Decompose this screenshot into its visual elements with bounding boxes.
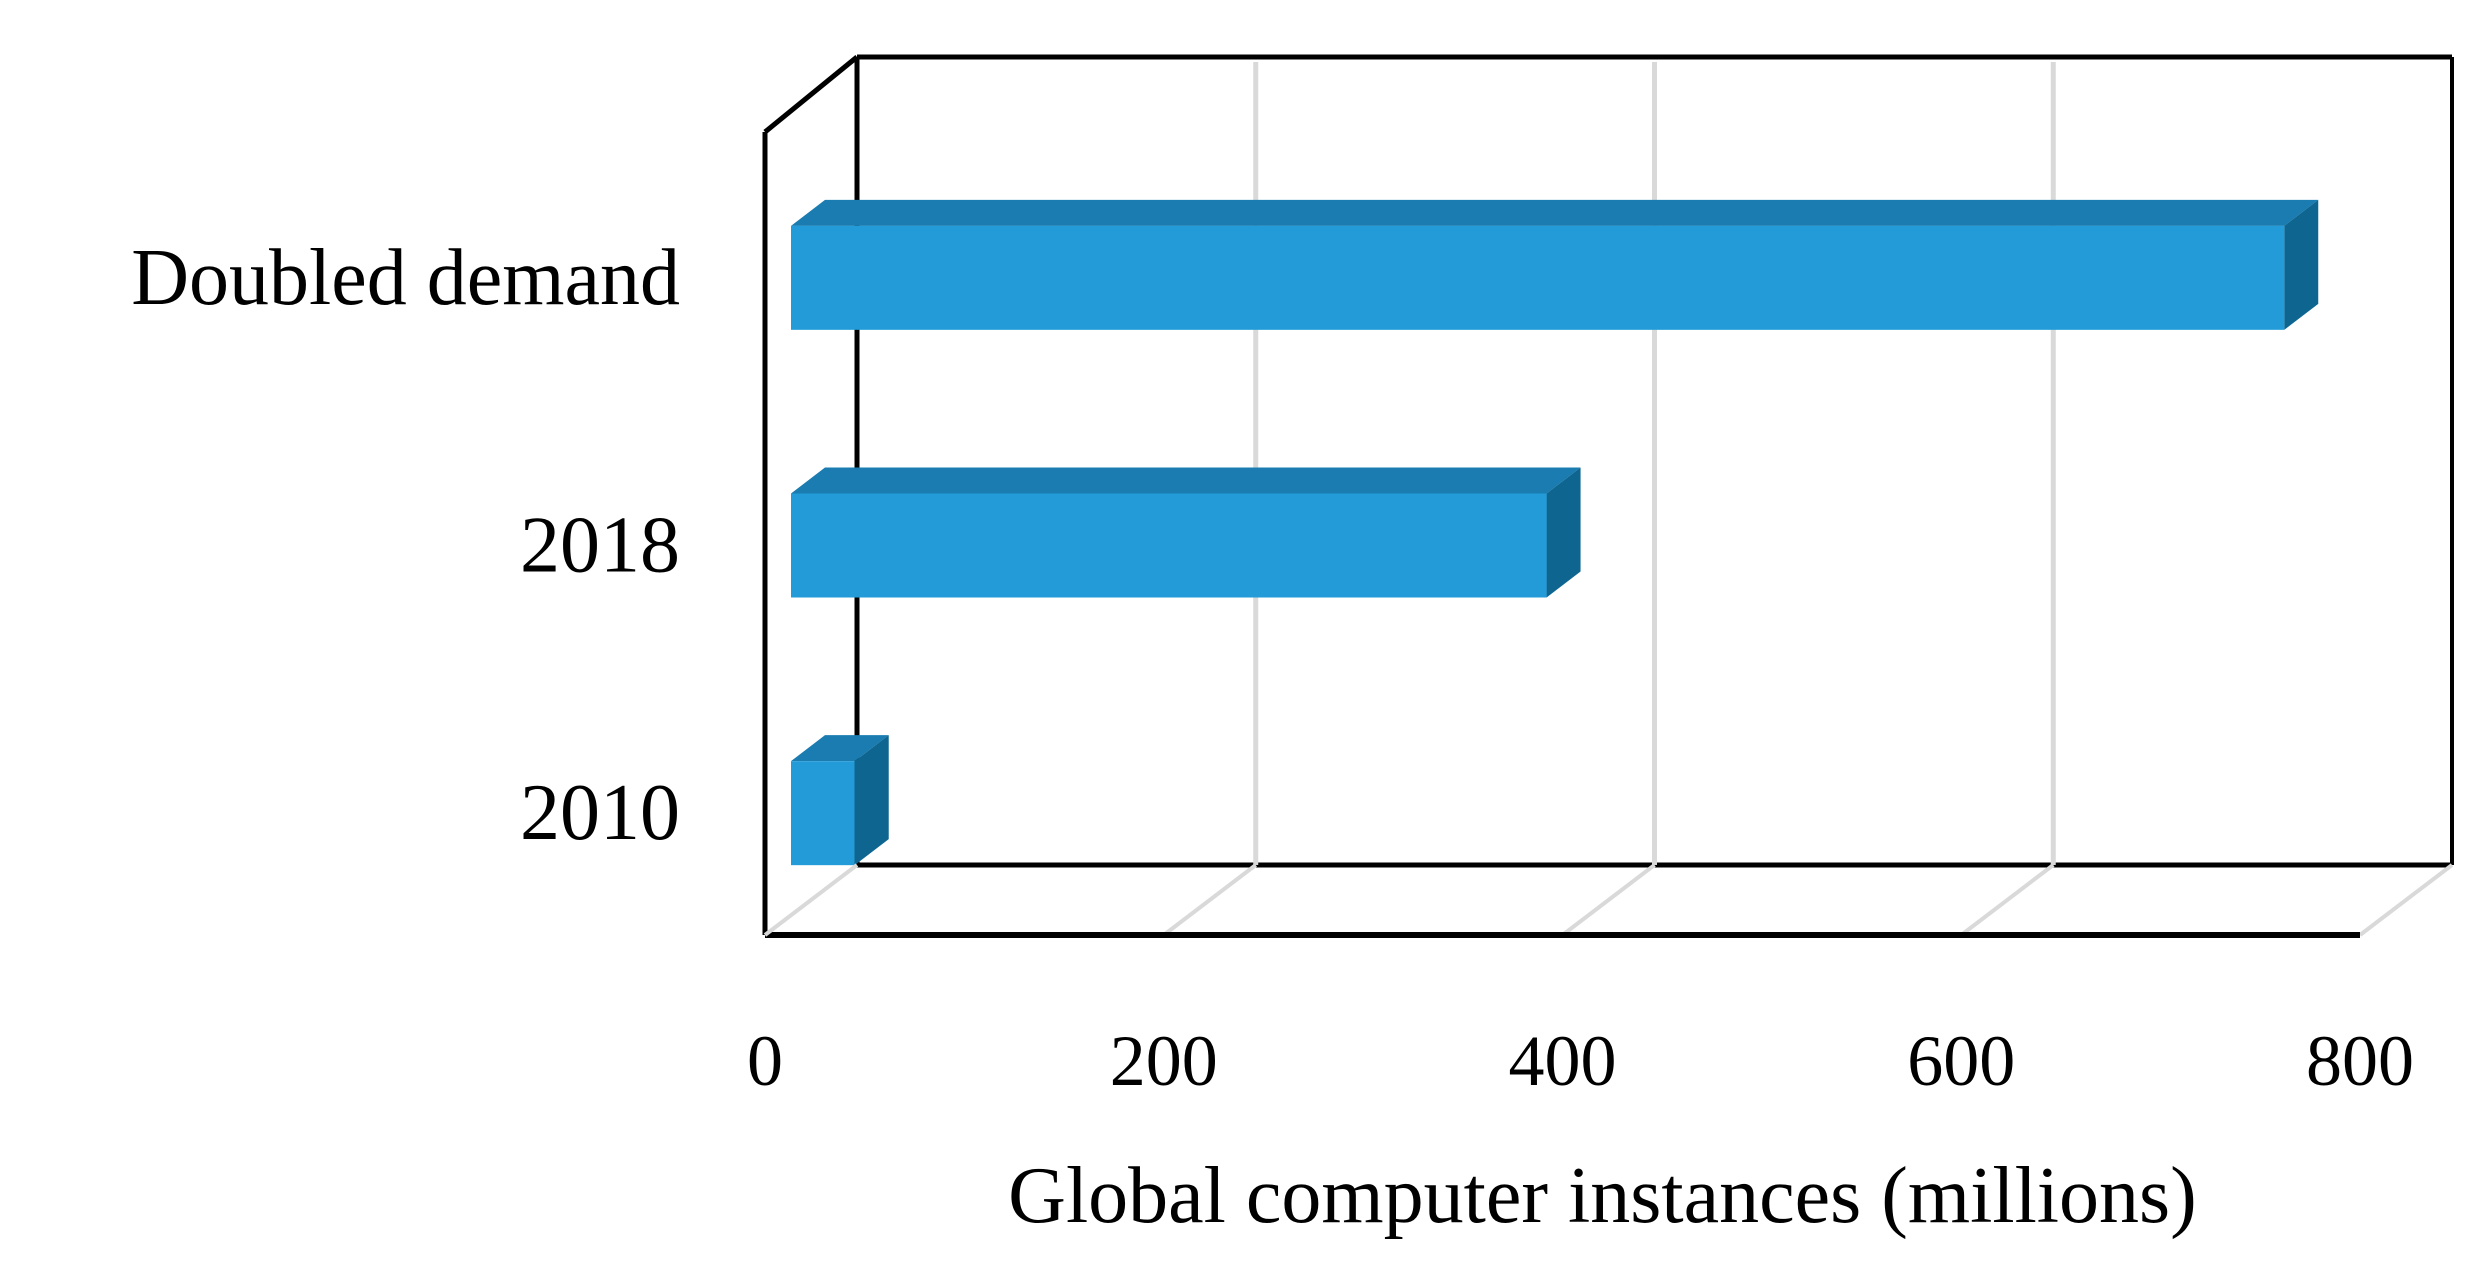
floor-gridline-200 (1162, 863, 1257, 937)
x-tick-label-800: 800 (2306, 1021, 2414, 1101)
bar-front-face (791, 493, 1547, 598)
bar-top-face (791, 467, 1581, 494)
floor-gridline-400 (1561, 863, 1656, 937)
category-label-doubled-demand: Doubled demand (131, 234, 680, 322)
bar-side-face (1546, 467, 1581, 598)
bar-top-face (791, 735, 889, 762)
bar-2018 (791, 467, 1581, 598)
y-axis-category-labels: Doubled demand 2018 2010 (131, 234, 680, 857)
bar-front-face (791, 761, 855, 866)
x-tick-label-0: 0 (747, 1021, 783, 1101)
x-tick-label-200: 200 (1110, 1021, 1218, 1101)
floor-gridline-800 (2358, 863, 2454, 937)
bar-front-face (791, 225, 2285, 330)
bar-doubled-demand (791, 199, 2319, 330)
bar-side-face (854, 735, 889, 866)
gridlines (1162, 62, 2454, 937)
x-tick-label-400: 400 (1509, 1021, 1617, 1101)
bar-side-face (2284, 199, 2319, 330)
x-axis-title: Global computer instances (millions) (1008, 1152, 2197, 1240)
category-label-2018: 2018 (520, 502, 680, 590)
bar-2010 (791, 735, 889, 866)
bar-top-face (791, 199, 2319, 226)
bars (791, 199, 2319, 866)
floor-left-edge (763, 863, 859, 937)
x-axis-tick-labels: 0 200 400 600 800 (747, 1021, 2414, 1101)
floor-gridline-600 (1960, 863, 2055, 937)
category-label-2010: 2010 (520, 769, 680, 857)
x-tick-label-600: 600 (1907, 1021, 2015, 1101)
chart-frame (762, 55, 2360, 938)
top-left-depth-edge (763, 55, 859, 134)
